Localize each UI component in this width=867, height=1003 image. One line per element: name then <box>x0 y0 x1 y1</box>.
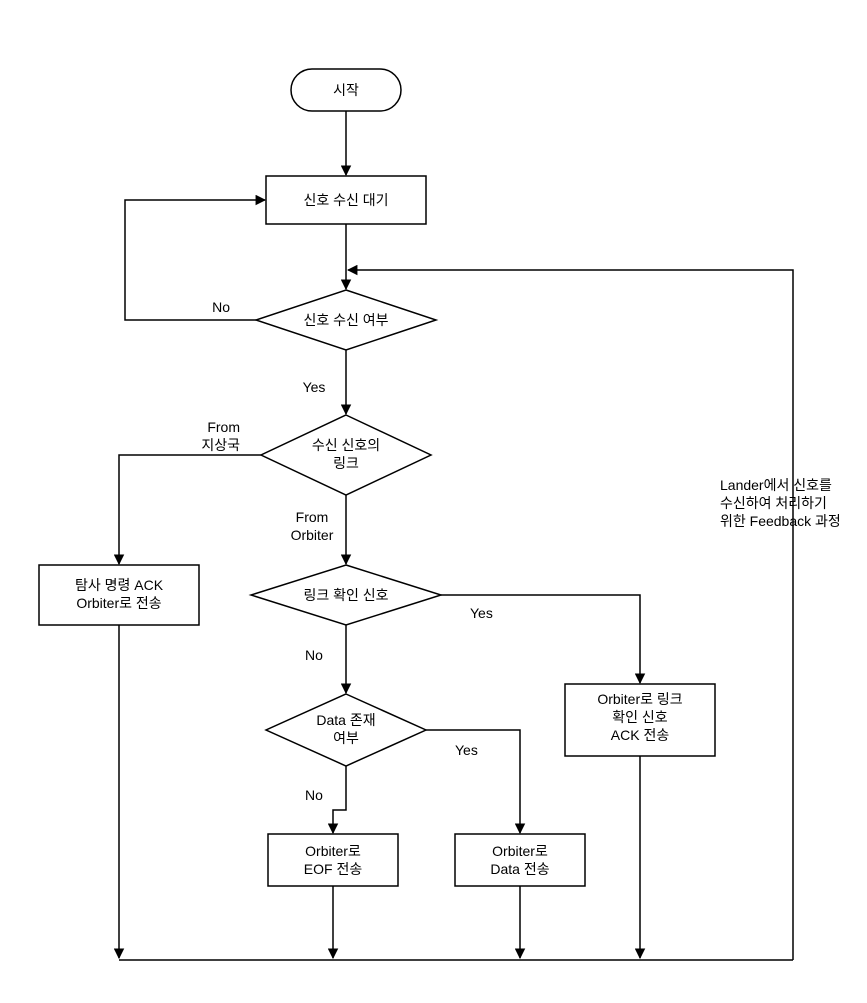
node-start-label: 시작 <box>333 82 359 98</box>
node-link-ack-l3: ACK 전송 <box>611 727 670 743</box>
label-yes3: Yes <box>455 742 478 758</box>
label-no2: No <box>305 647 323 663</box>
node-ack-orbiter: 탐사 명령 ACK Orbiter로 전송 <box>39 565 199 625</box>
node-link-confirm: 링크 확인 신호 <box>251 565 441 625</box>
annotation: Lander에서 신호를 수신하여 처리하기 위한 Feedback 과정 <box>720 477 841 529</box>
edge-feedback <box>348 270 793 960</box>
node-start: 시작 <box>291 69 401 111</box>
annotation-l2: 수신하여 처리하기 <box>720 495 827 511</box>
label-no1: No <box>212 299 230 315</box>
node-link-source: 수신 신호의 링크 <box>261 415 431 495</box>
node-link-ack-l2: 확인 신호 <box>612 709 668 725</box>
label-no3: No <box>305 787 323 803</box>
node-data-check: Data 존재 여부 <box>266 694 426 766</box>
node-link-confirm-label: 링크 확인 신호 <box>303 587 388 603</box>
node-data-send-l1: Orbiter로 <box>492 843 548 859</box>
node-data-send-l2: Data 전송 <box>490 861 549 877</box>
annotation-l1: Lander에서 신호를 <box>720 477 832 493</box>
label-yes1: Yes <box>303 379 326 395</box>
edge-link-ground <box>119 455 261 564</box>
label-from-orbiter-1: From <box>296 509 329 525</box>
node-recv-check-label: 신호 수신 여부 <box>303 312 388 328</box>
label-from-ground-1: From <box>207 419 240 435</box>
node-link-source-l1: 수신 신호의 <box>312 437 380 453</box>
label-yes2: Yes <box>470 605 493 621</box>
node-link-ack-l1: Orbiter로 링크 <box>597 691 682 707</box>
label-from-orbiter-2: Orbiter <box>291 527 334 543</box>
node-wait: 신호 수신 대기 <box>266 176 426 224</box>
node-data-check-l2: 여부 <box>333 730 359 746</box>
node-ack-orbiter-l1: 탐사 명령 ACK <box>75 577 164 593</box>
node-eof-l2: EOF 전송 <box>304 861 363 877</box>
node-recv-check: 신호 수신 여부 <box>256 290 436 350</box>
node-data-check-l1: Data 존재 <box>316 712 375 728</box>
node-data-send: Orbiter로 Data 전송 <box>455 834 585 886</box>
node-link-source-l2: 링크 <box>333 455 359 471</box>
node-eof-l1: Orbiter로 <box>305 843 361 859</box>
label-from-ground-2: 지상국 <box>201 437 240 453</box>
annotation-l3: 위한 Feedback 과정 <box>720 513 841 529</box>
node-ack-orbiter-l2: Orbiter로 전송 <box>76 595 161 611</box>
edge-data-no <box>333 766 346 833</box>
edge-recv-no <box>125 200 265 320</box>
node-link-ack: Orbiter로 링크 확인 신호 ACK 전송 <box>565 684 715 756</box>
node-eof: Orbiter로 EOF 전송 <box>268 834 398 886</box>
node-wait-label: 신호 수신 대기 <box>303 192 388 208</box>
